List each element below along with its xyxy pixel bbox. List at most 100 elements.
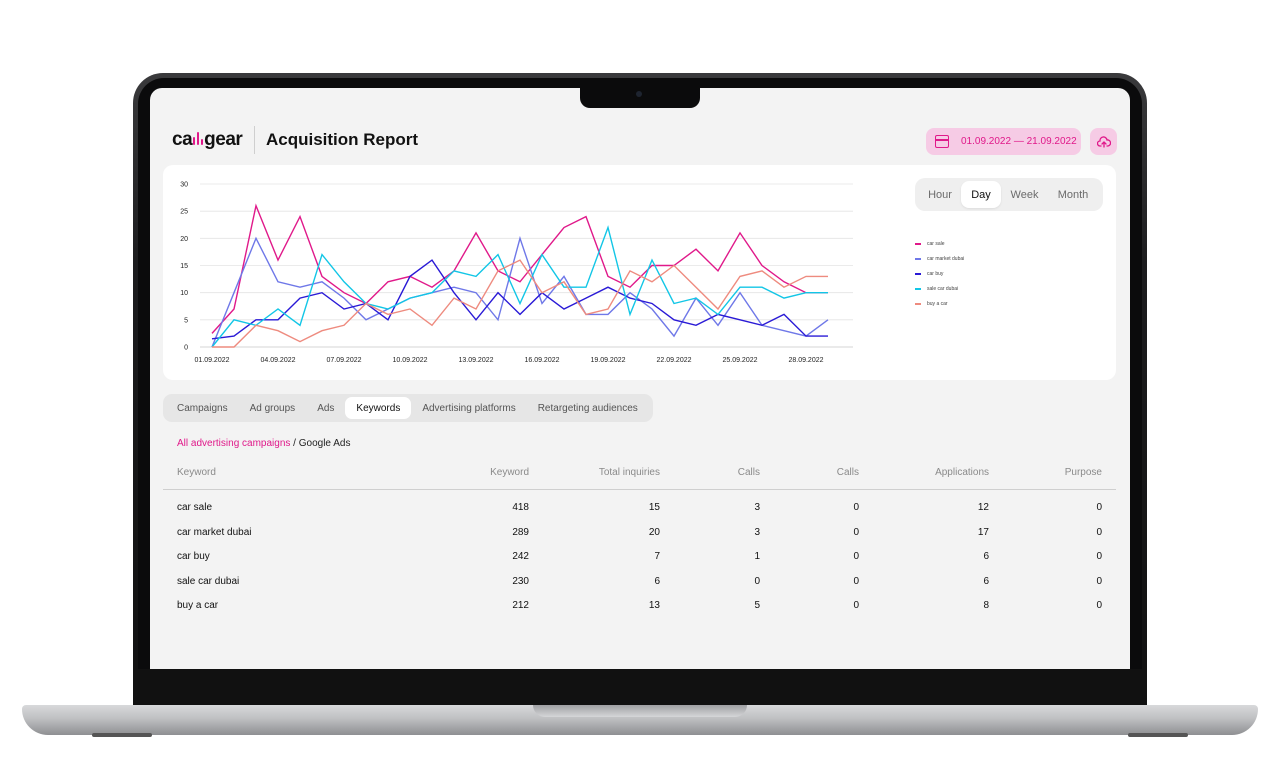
value-cell: 3 <box>754 526 760 538</box>
series-line-buy-a-car[interactable] <box>212 259 828 348</box>
value-cell: 0 <box>853 575 859 587</box>
series-line-car-sale[interactable] <box>211 203 828 334</box>
legend-swatch <box>915 302 921 305</box>
value-cell: 12 <box>977 502 989 513</box>
column-header-keyword[interactable]: Keyword <box>177 467 216 478</box>
keyword-cell: car buy <box>177 551 210 562</box>
table-header: Keyword Keyword Total inquiries Calls Ca… <box>163 461 1116 490</box>
laptop-foot <box>92 733 152 737</box>
app-screen: ca gear Acquisition Report 01.09.2022 — 2… <box>150 88 1130 669</box>
legend-swatch <box>915 287 921 290</box>
column-header-applications[interactable]: Applications <box>935 467 989 478</box>
screen-chin <box>138 669 1142 706</box>
value-cell: 230 <box>512 575 529 587</box>
y-tick-label: 20 <box>180 236 188 243</box>
keyword-cell: sale car dubai <box>177 575 240 587</box>
x-tick-label: 13.09.2022 <box>458 357 493 364</box>
tab-ad-groups[interactable]: Ad groups <box>249 402 296 414</box>
column-header-calls[interactable]: Calls <box>737 467 760 478</box>
series-line-sale-car-dubai[interactable] <box>211 225 828 348</box>
legend-item[interactable]: buy a car <box>915 296 964 311</box>
value-cell: 289 <box>512 526 529 538</box>
report-tabs: Campaigns Ad groups Ads Keywords Adverti… <box>163 394 653 422</box>
table-row[interactable]: car market dubai 289 20 3 0 17 0 <box>163 521 1116 545</box>
value-cell: 6 <box>654 575 660 587</box>
period-week[interactable]: Week <box>1010 188 1039 201</box>
keyword-cell: car sale <box>177 502 213 513</box>
table-row[interactable]: sale car dubai 230 6 0 0 6 0 <box>163 570 1116 594</box>
legend-label: buy a car <box>927 300 948 307</box>
laptop-foot <box>1128 733 1188 737</box>
base-opening <box>533 705 747 717</box>
legend-item[interactable]: car buy <box>915 266 964 281</box>
y-tick-label: 10 <box>180 290 188 297</box>
tab-retargeting-audiences[interactable]: Retargeting audiences <box>537 402 638 414</box>
tab-keywords[interactable]: Keywords <box>345 397 412 419</box>
table-row[interactable]: buy a car 212 13 5 0 8 0 <box>163 594 1116 618</box>
logo-text-left: ca <box>172 129 193 150</box>
value-cell: 20 <box>648 526 660 538</box>
tab-ads[interactable]: Ads <box>317 402 335 414</box>
period-day[interactable]: Day <box>961 181 1001 208</box>
y-tick-label: 15 <box>180 263 188 270</box>
value-cell: 0 <box>853 502 859 513</box>
value-cell: 212 <box>512 600 529 611</box>
table-row[interactable]: car buy 242 7 1 0 6 0 <box>163 545 1116 569</box>
column-header-keyword-count[interactable]: Keyword <box>490 467 529 478</box>
legend-swatch <box>915 257 921 260</box>
value-cell: 0 <box>853 526 859 538</box>
upload-cloud-icon <box>1096 135 1111 148</box>
column-header-purpose[interactable]: Purpose <box>1064 467 1102 478</box>
page-title: Acquisition Report <box>266 130 419 149</box>
y-tick-label: 30 <box>180 182 188 189</box>
value-cell: 1 <box>754 551 760 562</box>
period-switcher: Hour Day Week Month <box>915 178 1103 211</box>
x-tick-label: 19.09.2022 <box>590 357 625 364</box>
date-range-label: 01.09.2022 — 21.09.2022 <box>961 136 1077 147</box>
series-line-car-market-dubai[interactable] <box>211 235 829 348</box>
tab-campaigns[interactable]: Campaigns <box>177 402 228 414</box>
value-cell: 0 <box>853 551 859 562</box>
breadcrumb-link[interactable]: All advertising campaigns <box>177 438 291 449</box>
column-header-total-inquiries[interactable]: Total inquiries <box>598 467 660 478</box>
value-cell: 15 <box>648 502 660 513</box>
period-month[interactable]: Month <box>1057 188 1089 201</box>
keyword-cell: car market dubai <box>177 526 252 538</box>
camera-notch <box>580 88 700 108</box>
legend-label: car buy <box>927 270 944 277</box>
chart-card: 0 5 10 15 20 25 30 01.09.2022 04.09.2022 07.09.20… <box>163 165 1116 380</box>
value-cell: 7 <box>654 551 660 562</box>
value-cell: 0 <box>1096 575 1102 587</box>
legend-item[interactable]: car market dubai <box>915 251 964 266</box>
x-tick-label: 01.09.2022 <box>194 357 229 364</box>
y-tick-label: 5 <box>184 317 188 324</box>
series-line-car-buy[interactable] <box>211 259 828 340</box>
column-header-calls-2[interactable]: Calls <box>836 467 859 478</box>
x-tick-label: 07.09.2022 <box>326 357 361 364</box>
callgear-logo: ca gear <box>172 129 243 151</box>
x-tick-label: 10.09.2022 <box>392 357 427 364</box>
legend-item[interactable]: car sale <box>915 236 964 251</box>
export-button[interactable] <box>1090 128 1117 155</box>
line-chart: 0 5 10 15 20 25 30 01.09.2022 04.09.2022 07.09.20… <box>180 182 853 364</box>
tab-advertising-platforms[interactable]: Advertising platforms <box>422 402 516 414</box>
calendar-icon <box>935 135 949 148</box>
value-cell: 0 <box>1096 600 1102 611</box>
breadcrumb: All advertising campaigns / Google Ads <box>177 438 350 449</box>
chart-legend: car sale car market dubai car buy sale c… <box>915 236 964 311</box>
header-divider <box>254 126 255 154</box>
table-row[interactable]: car sale 418 15 3 0 12 0 <box>163 496 1116 520</box>
legend-swatch <box>915 242 921 245</box>
breadcrumb-separator: / <box>290 438 299 449</box>
legend-item[interactable]: sale car dubai <box>915 281 964 296</box>
keyword-cell: buy a car <box>177 600 219 611</box>
value-cell: 17 <box>977 526 989 538</box>
value-cell: 6 <box>983 575 989 587</box>
date-range-picker[interactable]: 01.09.2022 — 21.09.2022 <box>926 128 1081 155</box>
value-cell: 13 <box>648 600 660 611</box>
value-cell: 0 <box>1096 551 1102 562</box>
legend-label: sale car dubai <box>927 285 959 292</box>
period-hour[interactable]: Hour <box>928 188 952 201</box>
legend-swatch <box>915 272 921 275</box>
legend-label: car sale <box>927 240 945 247</box>
